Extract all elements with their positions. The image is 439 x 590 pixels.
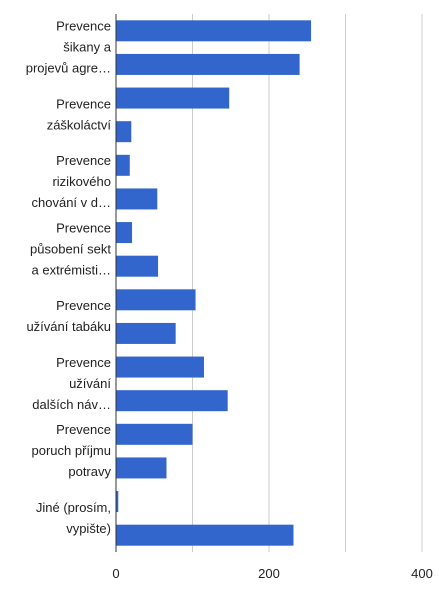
x-tick-labels: 0 200 400	[112, 566, 432, 581]
category-label-line: Prevence	[56, 153, 111, 168]
bar[interactable]	[116, 390, 228, 412]
category-label-line: záškoláctví	[47, 117, 112, 132]
category-label-line: Prevence	[56, 355, 111, 370]
bar[interactable]	[116, 154, 130, 176]
category-label-line: Prevence	[56, 220, 111, 235]
bar[interactable]	[116, 87, 230, 109]
bar[interactable]	[116, 255, 159, 277]
category-label: Prevence působení sekt a extrémisti…	[30, 220, 111, 277]
category-labels: Prevence šikany a projevů agre… Prevence záš…	[26, 19, 112, 536]
category-label-line: Jiné (prosím,	[36, 500, 111, 515]
bar[interactable]	[116, 20, 312, 42]
category-label: Prevence užívání dalších náv…	[32, 355, 111, 412]
category-label-line: vypište)	[66, 521, 111, 536]
category-label: Prevence rizikového chování v d…	[32, 153, 112, 210]
category-label-line: šikany a	[63, 40, 111, 55]
bar[interactable]	[116, 289, 196, 311]
x-tick-label: 400	[411, 566, 433, 581]
category-label-line: užívání tabáku	[26, 319, 111, 334]
category-label-line: působení sekt	[30, 241, 111, 256]
gridlines	[192, 14, 423, 552]
category-label-line: Prevence	[56, 19, 111, 34]
bar[interactable]	[116, 322, 176, 344]
bar[interactable]	[116, 524, 294, 546]
category-label-line: chování v d…	[32, 195, 112, 210]
category-label-line: potravy	[68, 464, 111, 479]
category-label-line: Prevence	[56, 422, 111, 437]
category-label-line: dalších náv…	[32, 397, 111, 412]
bars	[116, 20, 312, 546]
bar[interactable]	[116, 53, 300, 75]
category-label: Prevence poruch příjmu potravy	[32, 422, 112, 479]
category-label: Prevence záškoláctví	[47, 96, 112, 132]
category-label: Jiné (prosím, vypište)	[36, 500, 111, 536]
category-label-line: Prevence	[56, 298, 111, 313]
x-tick-label: 0	[112, 566, 119, 581]
category-label-line: užívání	[69, 376, 111, 391]
bar[interactable]	[116, 423, 193, 445]
category-label-line: Prevence	[56, 96, 111, 111]
category-label-line: projevů agre…	[26, 61, 111, 76]
category-label-line: rizikového	[52, 174, 111, 189]
bar[interactable]	[116, 121, 132, 143]
bar[interactable]	[116, 356, 204, 378]
category-label-line: a extrémisti…	[32, 262, 111, 277]
category-label: Prevence šikany a projevů agre…	[26, 19, 112, 76]
bar[interactable]	[116, 491, 119, 513]
x-tick-label: 200	[258, 566, 280, 581]
category-label: Prevence užívání tabáku	[26, 298, 111, 334]
bar[interactable]	[116, 222, 133, 244]
bar[interactable]	[116, 457, 167, 479]
bar[interactable]	[116, 188, 158, 210]
category-label-line: poruch příjmu	[32, 443, 111, 458]
